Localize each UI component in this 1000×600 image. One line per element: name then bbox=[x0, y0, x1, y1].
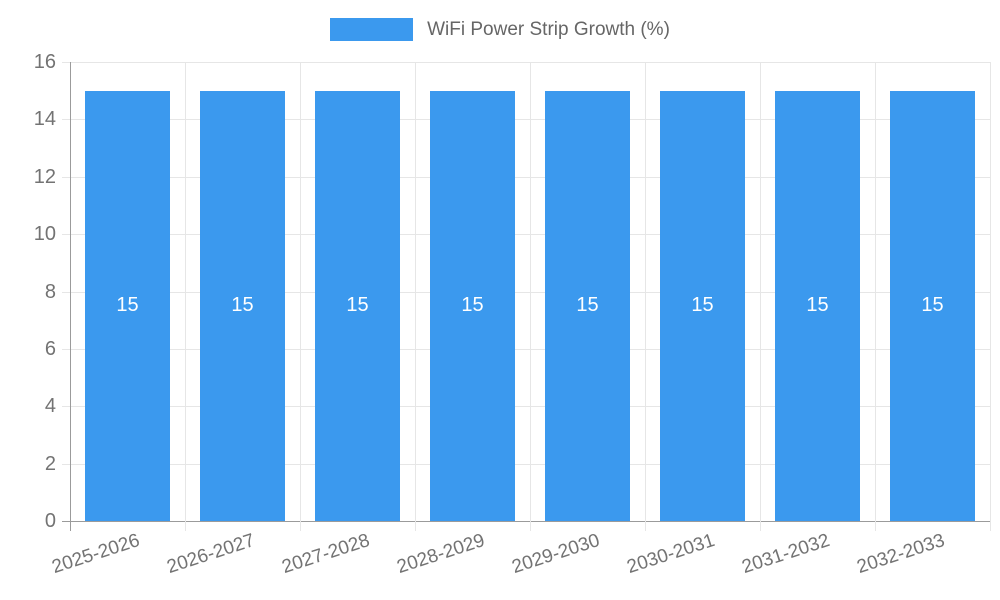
v-gridline bbox=[415, 62, 416, 531]
h-gridline bbox=[62, 119, 990, 121]
y-tick-label: 12 bbox=[33, 165, 56, 188]
h-gridline bbox=[62, 463, 990, 465]
bar-2028-2029[interactable]: 15 bbox=[430, 90, 515, 521]
y-tick-label: 2 bbox=[44, 452, 56, 475]
bar-2031-2032[interactable]: 15 bbox=[775, 90, 860, 521]
bar-value-label: 15 bbox=[691, 294, 714, 317]
bar-2030-2031[interactable]: 15 bbox=[660, 90, 745, 521]
v-gridline bbox=[875, 62, 876, 531]
x-tick-label: 2029-2030 bbox=[509, 530, 602, 579]
bar-value-label: 15 bbox=[576, 294, 599, 317]
legend-swatch bbox=[330, 18, 414, 41]
legend-label: WiFi Power Strip Growth (%) bbox=[427, 18, 670, 40]
bar-value-label: 15 bbox=[116, 294, 139, 317]
bar-value-label: 15 bbox=[806, 294, 829, 317]
bar-value-label: 15 bbox=[346, 294, 369, 317]
x-tick-label: 2031-2032 bbox=[739, 530, 832, 579]
y-tick-label: 14 bbox=[33, 108, 56, 131]
h-gridline bbox=[62, 406, 990, 408]
bar-value-label: 15 bbox=[461, 294, 484, 317]
y-tick-label: 4 bbox=[44, 395, 56, 418]
plot-area: 15 15 15 15 15 15 15 15 0 2 4 6 8 10 12 14 16 2025-2026… bbox=[34, 51, 991, 578]
y-tick-label: 10 bbox=[33, 223, 56, 246]
chart-legend: WiFi Power Strip Growth (%) bbox=[0, 18, 1000, 41]
h-gridline bbox=[62, 348, 990, 350]
y-tick-label: 8 bbox=[44, 280, 56, 303]
x-tick-label: 2028-2029 bbox=[394, 530, 487, 579]
bar-2025-2026[interactable]: 15 bbox=[85, 90, 170, 521]
y-tick-label: 0 bbox=[44, 510, 56, 532]
v-gridline bbox=[530, 62, 531, 531]
h-gridline bbox=[62, 291, 990, 293]
v-gridline bbox=[185, 62, 186, 531]
bar-value-label: 15 bbox=[921, 294, 944, 317]
legend-item[interactable]: WiFi Power Strip Growth (%) bbox=[330, 18, 670, 41]
x-tick-label: 2026-2027 bbox=[164, 530, 257, 579]
x-tick-label: 2032-2033 bbox=[854, 530, 947, 579]
y-axis-line bbox=[70, 62, 71, 531]
v-gridline bbox=[760, 62, 761, 531]
h-gridline bbox=[62, 176, 990, 178]
bar-2029-2030[interactable]: 15 bbox=[545, 90, 630, 521]
bar-2032-2033[interactable]: 15 bbox=[890, 90, 975, 521]
x-tick-label: 2030-2031 bbox=[624, 530, 717, 579]
y-tick-label: 6 bbox=[44, 337, 56, 360]
h-gridline bbox=[62, 234, 990, 236]
bar-value-label: 15 bbox=[231, 294, 254, 317]
v-gridline bbox=[990, 62, 991, 531]
x-tick-label: 2027-2028 bbox=[279, 530, 372, 579]
bar-2026-2027[interactable]: 15 bbox=[200, 90, 285, 521]
h-gridline bbox=[62, 62, 990, 63]
x-axis-line bbox=[62, 521, 990, 522]
v-gridline bbox=[645, 62, 646, 531]
x-tick-label: 2025-2026 bbox=[49, 530, 142, 579]
v-gridline bbox=[300, 62, 301, 531]
y-tick-label: 16 bbox=[33, 51, 56, 73]
bar-2027-2028[interactable]: 15 bbox=[315, 90, 400, 521]
